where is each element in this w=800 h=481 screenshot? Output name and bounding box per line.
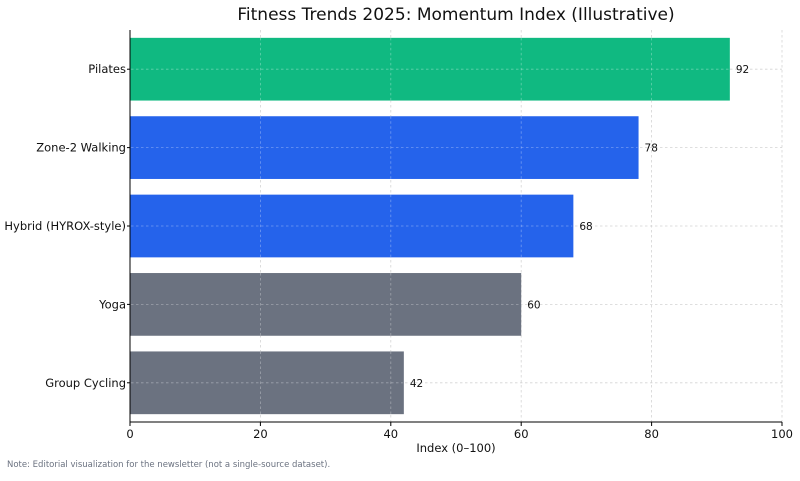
x-axis-label: Index (0–100)	[416, 441, 495, 455]
category-label-2: Hybrid (HYROX-style)	[4, 219, 126, 233]
bar-0	[130, 37, 730, 101]
footnote: Note: Editorial visualization for the ne…	[7, 460, 331, 470]
data-label-4: 42	[410, 378, 423, 390]
category-label-0: Pilates	[88, 62, 126, 76]
x-tick-label-0: 0	[126, 427, 133, 441]
bar-2	[130, 194, 574, 258]
bar-4	[130, 351, 404, 415]
bars	[130, 37, 730, 415]
category-label-3: Yoga	[98, 297, 126, 311]
bar-1	[130, 116, 639, 179]
category-label-1: Zone-2 Walking	[36, 141, 126, 155]
x-tick-label-5: 100	[771, 427, 793, 441]
category-label-4: Group Cycling	[45, 376, 126, 390]
bar-3	[130, 273, 522, 336]
data-label-1: 78	[645, 143, 658, 155]
chart-title: Fitness Trends 2025: Momentum Index (Ill…	[237, 5, 674, 25]
bar-gridlines	[131, 37, 729, 415]
x-tick-label-3: 60	[514, 427, 529, 441]
x-tick-label-4: 80	[644, 427, 659, 441]
x-tick-label-2: 40	[383, 427, 398, 441]
axes	[127, 30, 783, 426]
labels: 92 Pilates 78 Zone-2 Walking 68 Hybrid (HYROX…	[4, 62, 793, 441]
data-label-2: 68	[579, 221, 592, 233]
data-label-0: 92	[736, 64, 749, 76]
data-label-3: 60	[527, 299, 540, 311]
x-tick-label-1: 20	[253, 427, 268, 441]
